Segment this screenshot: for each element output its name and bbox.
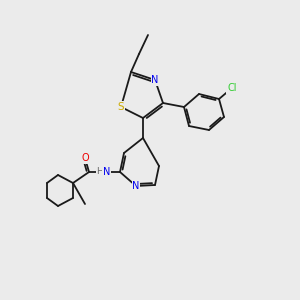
Text: N: N	[103, 167, 110, 177]
Text: O: O	[81, 153, 89, 163]
Text: N: N	[132, 181, 140, 191]
Text: Cl: Cl	[227, 83, 237, 93]
Text: N: N	[151, 75, 159, 85]
Text: S: S	[118, 102, 124, 112]
Text: H: H	[96, 167, 103, 176]
